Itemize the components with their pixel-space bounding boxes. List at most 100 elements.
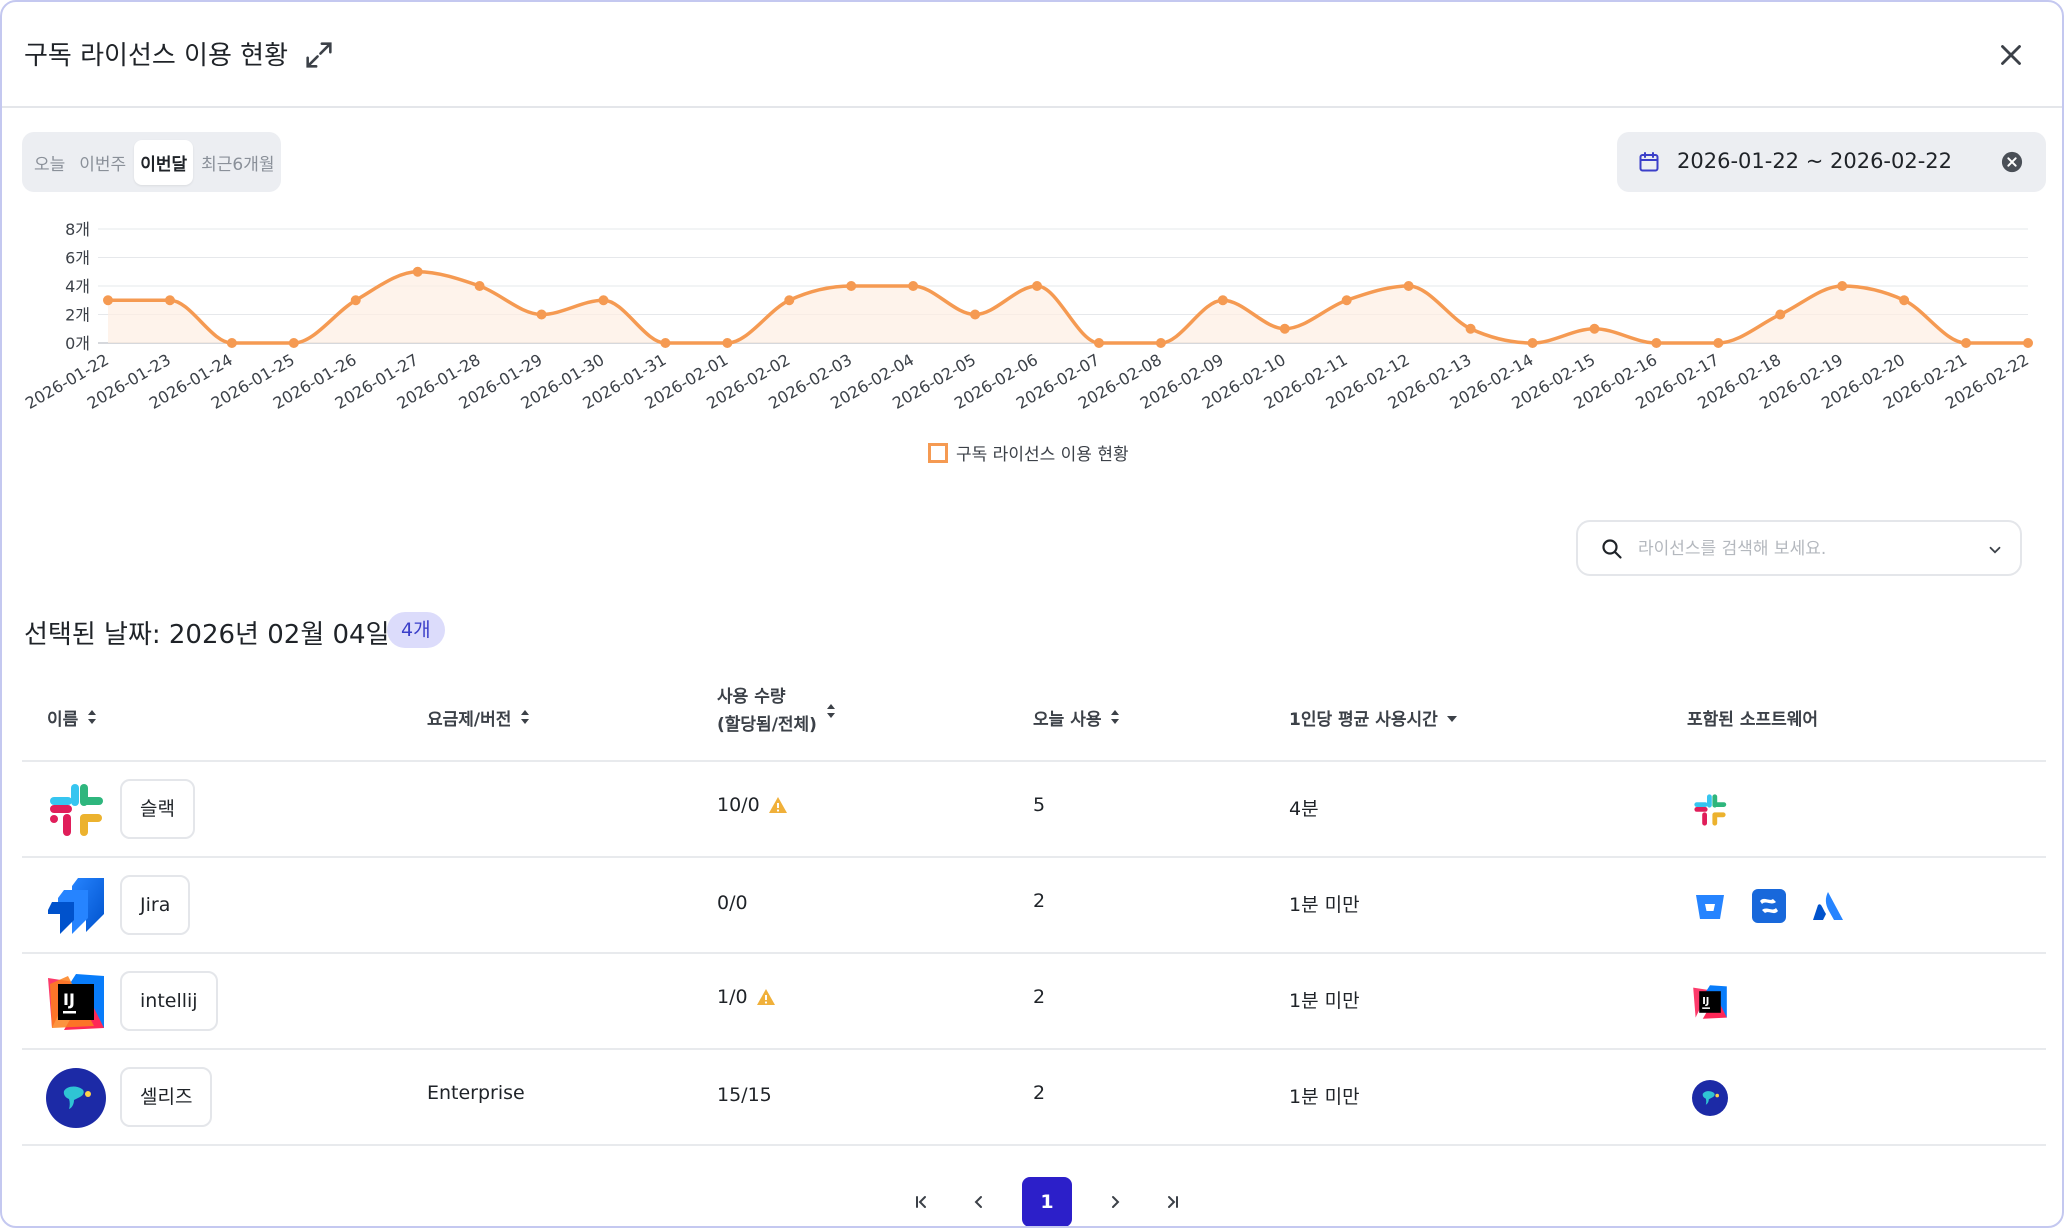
data-point[interactable] — [1961, 338, 1972, 348]
data-point[interactable] — [1155, 338, 1166, 348]
intellij-icon: IJ — [1693, 985, 1727, 1019]
prev-page-button[interactable] — [959, 1177, 999, 1226]
tab-last-6-months[interactable]: 최근6개월 — [201, 154, 275, 175]
data-point[interactable] — [164, 295, 175, 306]
search-input[interactable] — [1638, 534, 1958, 564]
pagination: 1 — [892, 1177, 1202, 1226]
data-point[interactable] — [1589, 323, 1600, 334]
tab-this-month[interactable]: 이번달 — [134, 139, 194, 185]
col-name[interactable]: 이름 — [47, 695, 98, 739]
license-search[interactable] — [1576, 520, 2022, 576]
data-point[interactable] — [103, 295, 113, 306]
clear-icon[interactable] — [2001, 151, 2023, 173]
data-point[interactable] — [1093, 338, 1104, 348]
today-usage-cell: 2 — [1033, 1082, 1046, 1104]
data-point[interactable] — [1403, 281, 1414, 291]
chevron-right-icon — [1112, 1196, 1120, 1208]
data-point[interactable] — [536, 309, 547, 320]
slack-icon — [1694, 794, 1727, 826]
avg-time-cell: 4분 — [1289, 798, 1319, 820]
range-tabs: 오늘 이번주 이번달 최근6개월 — [22, 132, 281, 192]
data-point[interactable] — [722, 338, 733, 348]
close-icon[interactable] — [1994, 38, 2028, 72]
chevron-left-icon — [974, 1196, 982, 1208]
tab-this-week[interactable]: 이번주 — [79, 154, 127, 175]
data-point[interactable] — [288, 338, 299, 348]
data-point[interactable] — [1217, 295, 1228, 306]
data-point[interactable] — [598, 295, 609, 306]
data-point[interactable] — [1837, 281, 1848, 291]
search-icon — [1602, 539, 1622, 559]
page-1-button[interactable]: 1 — [1022, 1177, 1072, 1226]
col-usage-sublabel: (할당됨/전체) — [717, 715, 817, 735]
data-point[interactable] — [1651, 338, 1662, 348]
jira-logo — [48, 878, 104, 934]
intellij-logo: IJ — [48, 974, 104, 1030]
date-range-picker[interactable]: 2026-01-22 ~ 2026-02-22 — [1617, 132, 2046, 192]
chevron-down-icon[interactable] — [1986, 541, 2004, 559]
avg-time-cell: 1분 미만 — [1289, 894, 1360, 916]
warning-icon — [768, 797, 787, 813]
data-point[interactable] — [784, 295, 795, 306]
data-point[interactable] — [1775, 309, 1786, 320]
license-name-chip[interactable]: intellij — [120, 971, 218, 1031]
data-point[interactable] — [908, 281, 919, 291]
col-name-label: 이름 — [47, 709, 79, 730]
data-point[interactable] — [970, 309, 981, 320]
data-point[interactable] — [226, 338, 237, 348]
usage-value: 1/0 — [717, 986, 748, 1008]
license-name-chip[interactable]: 슬랙 — [120, 779, 195, 839]
legend-swatch — [928, 442, 948, 463]
tab-today[interactable]: 오늘 — [34, 154, 66, 175]
y-tick-label: 0개 — [65, 334, 90, 353]
license-name-chip[interactable]: Jira — [120, 875, 191, 935]
data-point[interactable] — [1713, 338, 1724, 348]
sort-icon — [521, 710, 530, 724]
col-avg-time[interactable]: 1인당 평균 사용시간 — [1289, 695, 1458, 739]
last-page-button[interactable] — [1153, 1177, 1193, 1226]
table-row[interactable]: 슬랙 10/0 5 4분 — [22, 762, 2046, 858]
usage-value: 0/0 — [717, 892, 748, 914]
license-name-chip[interactable]: 셀리즈 — [120, 1067, 213, 1127]
col-today[interactable]: 오늘 사용 — [1033, 695, 1121, 739]
y-tick-label: 4개 — [65, 277, 90, 296]
col-usage[interactable]: 사용 수량 (할당됨/전체) — [717, 683, 837, 739]
data-point[interactable] — [1899, 295, 1910, 306]
modal-header: 구독 라이선스 이용 현황 — [2, 2, 2062, 108]
svg-text:IJ: IJ — [1702, 996, 1709, 1007]
data-point[interactable] — [1032, 281, 1043, 291]
data-point[interactable] — [350, 295, 361, 306]
data-point[interactable] — [474, 281, 485, 291]
calendar-icon — [1639, 152, 1659, 172]
selected-date-heading: 선택된 날짜: 2026년 02월 04일 — [24, 620, 390, 650]
col-plan[interactable]: 요금제/버전 — [427, 695, 531, 739]
next-page-button[interactable] — [1095, 1177, 1135, 1226]
data-point[interactable] — [1465, 323, 1476, 334]
data-point[interactable] — [660, 338, 671, 348]
table-row[interactable]: IJ intellij 1/0 2 1분 미만 IJ — [22, 954, 2046, 1050]
data-point[interactable] — [1527, 338, 1538, 348]
last-page-icon — [1168, 1196, 1178, 1208]
today-usage-cell: 5 — [1033, 794, 1046, 816]
chart-legend[interactable]: 구독 라이선스 이용 현황 — [928, 440, 1129, 465]
data-point[interactable] — [2023, 338, 2033, 348]
legend-label: 구독 라이선스 이용 현황 — [956, 445, 1129, 465]
expand-icon[interactable] — [302, 38, 336, 72]
y-tick-label: 8개 — [65, 220, 90, 239]
sort-icon — [88, 710, 97, 724]
data-point[interactable] — [412, 266, 423, 277]
svg-text:IJ: IJ — [63, 990, 75, 1009]
table-row[interactable]: 셀리즈 Enterprise 15/15 2 1분 미만 — [22, 1050, 2046, 1146]
data-point[interactable] — [1341, 295, 1352, 306]
usage-line — [108, 269, 2028, 345]
today-usage-cell: 2 — [1033, 890, 1046, 912]
data-point[interactable] — [1279, 323, 1290, 334]
data-point[interactable] — [846, 281, 857, 291]
confluence-icon — [1752, 889, 1786, 923]
first-page-button[interactable] — [901, 1177, 941, 1226]
table-row[interactable]: Jira 0/0 2 1분 미만 — [22, 858, 2046, 954]
sellease-logo — [46, 1068, 106, 1128]
y-tick-label: 6개 — [65, 249, 90, 268]
